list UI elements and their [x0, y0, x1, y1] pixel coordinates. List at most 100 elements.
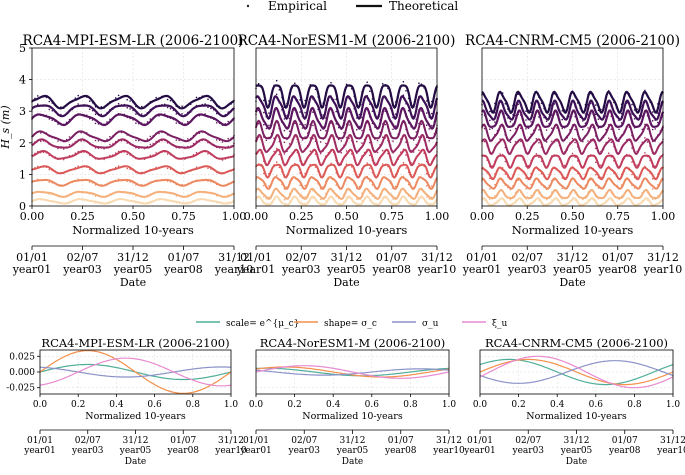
legend-empirical-marker — [246, 4, 250, 8]
x-tick-label: 0.4 — [109, 400, 124, 410]
theoretical-line-level-8 — [31, 113, 235, 127]
date-tick-label: 31/12 — [647, 251, 679, 264]
x-tick-label: 0.4 — [326, 400, 341, 410]
date-tick-label: year03 — [62, 263, 102, 276]
date-tick-label: 31/12 — [340, 436, 366, 446]
x-axis-label: Normalized 10-years — [72, 223, 194, 237]
legend-empirical-label: Empirical — [268, 0, 327, 13]
panel-top-3: 0.00 0.25 0.50 0.75 1.00 RCA4-CNRM-CM5 (2006-… — [462, 33, 683, 289]
date-tick-label: 31/12 — [436, 436, 462, 446]
series-line-xi_u — [39, 357, 232, 387]
theoretical-line-level-10 — [255, 84, 438, 110]
legend-theoretical-label: Theoretical — [389, 0, 458, 13]
date-tick-label: year05 — [113, 263, 153, 276]
x-tick-label: 0.8 — [403, 400, 418, 410]
date-tick-label: 31/12 — [557, 251, 589, 264]
x-tick-label: 0.8 — [186, 400, 201, 410]
panel-bottom-1: 0.0 0.2 0.4 0.6 0.8 1.0 -0.025 0.000 0.025 RCA4-M… — [6, 336, 247, 467]
x-tick-label: 0.00 — [470, 210, 495, 223]
series-line-xi_u — [479, 355, 674, 389]
theoretical-line-level-6 — [255, 133, 438, 153]
theoretical-line-level-3 — [31, 178, 235, 187]
y-tick-label: -0.025 — [6, 384, 35, 394]
plot-frame — [479, 349, 674, 395]
x-tick-label: 0.50 — [334, 210, 359, 223]
date-tick-label: 01/07 — [168, 251, 200, 264]
x-tick-label: 0.4 — [550, 400, 565, 410]
theoretical-line-level-7 — [255, 119, 438, 140]
date-tick-label: year03 — [71, 446, 104, 456]
panels: 0.00 0.25 0.50 0.75 1.00 0 1 2 3 4 5 H_s (m) RCA4-MP… — [0, 33, 685, 467]
x-axis-label: Normalized 10-years — [286, 223, 408, 237]
y-tick-label: 3 — [19, 105, 26, 118]
theoretical-line-level-6 — [481, 138, 664, 155]
series-line-sigma_u — [39, 366, 232, 378]
x-tick-label: 0.25 — [70, 210, 95, 223]
panel-bottom-3: 0.0 0.2 0.4 0.6 0.8 1.0 RCA4-CNRM-CM5 (2006-21… — [463, 336, 685, 467]
date-tick-label: year10 — [214, 263, 254, 276]
x-tick-label: 1.0 — [666, 400, 681, 410]
date-tick-label: 02/07 — [291, 436, 317, 446]
series-line-sigma_u — [255, 368, 450, 376]
date-tick-label: 31/12 — [660, 436, 685, 446]
theoretical-line-level-10 — [31, 94, 235, 110]
panel-title: RCA4-CNRM-CM5 (2006-2100) — [485, 336, 668, 350]
x-tick-label: 0.2 — [511, 400, 525, 410]
date-tick-label: year10 — [214, 446, 247, 456]
x-tick-label: 1.0 — [224, 400, 239, 410]
date-tick-label: 02/07 — [75, 436, 101, 446]
date-tick-label: year10 — [432, 446, 465, 456]
date-tick-label: year01 — [463, 446, 496, 456]
legend-scale-label: scale= e^{μ_c} — [226, 319, 299, 329]
date-tick-label: year10 — [656, 446, 685, 456]
legend-shape-label: shape= σ_c — [324, 319, 377, 329]
date-axis-label: Date — [566, 457, 588, 467]
date-axis-label: Date — [125, 457, 147, 467]
x-tick-label: 0.75 — [606, 210, 631, 223]
x-axis-label: Normalized 10-years — [512, 223, 634, 237]
date-tick-label: 01/07 — [170, 436, 196, 446]
x-axis-label: Normalized 10-years — [302, 411, 403, 422]
y-tick-label: 0 — [19, 200, 26, 213]
date-tick-label: 02/07 — [515, 436, 541, 446]
theoretical-line-level-5 — [481, 154, 664, 169]
panel-title: RCA4-CNRM-CM5 (2006-2100) — [465, 33, 680, 49]
x-tick-label: 0.6 — [589, 400, 604, 410]
date-tick-label: year08 — [384, 446, 417, 456]
date-tick-label: year05 — [326, 263, 366, 276]
x-tick-label: 0.75 — [171, 210, 196, 223]
series-line-scale — [479, 358, 674, 386]
theoretical-line-level-3 — [255, 176, 438, 190]
date-tick-label: year08 — [371, 263, 411, 276]
panel-title: RCA4-NorESM1-M (2006-2100) — [260, 336, 446, 350]
y-tick-label: 2 — [19, 137, 26, 150]
x-tick-label: 0.8 — [627, 400, 642, 410]
date-tick-label: 01/01 — [243, 436, 269, 446]
theoretical-line-level-3 — [481, 177, 664, 190]
theoretical-line-level-1 — [255, 195, 438, 206]
series-line-shape — [39, 349, 232, 395]
date-tick-label: year03 — [511, 446, 544, 456]
date-tick-label: 31/12 — [421, 251, 453, 264]
date-tick-label: year08 — [597, 263, 637, 276]
theoretical-line-level-9 — [31, 104, 235, 118]
date-tick-label: year01 — [462, 263, 502, 276]
panel-title: RCA4-NorESM1-M (2006-2100) — [238, 33, 456, 49]
date-tick-label: 31/12 — [564, 436, 590, 446]
x-tick-label: 0.2 — [287, 400, 301, 410]
x-tick-label: 1.00 — [425, 210, 450, 223]
date-tick-label: year08 — [163, 263, 203, 276]
legend-xi-u-label: ξ_u — [492, 319, 507, 329]
date-tick-label: 01/01 — [240, 251, 272, 264]
theoretical-line-level-8 — [254, 106, 439, 130]
theoretical-line-level-4 — [255, 163, 438, 179]
y-tick-label: 5 — [19, 42, 26, 55]
legend-sigma-u-label: σ_u — [422, 319, 439, 329]
x-tick-label: 0.25 — [289, 210, 314, 223]
date-axis-label: Date — [120, 276, 146, 289]
x-tick-label: 0.50 — [560, 210, 585, 223]
date-tick-label: year01 — [23, 446, 56, 456]
date-tick-label: 01/01 — [27, 436, 53, 446]
x-tick-label: 0.0 — [33, 400, 48, 410]
